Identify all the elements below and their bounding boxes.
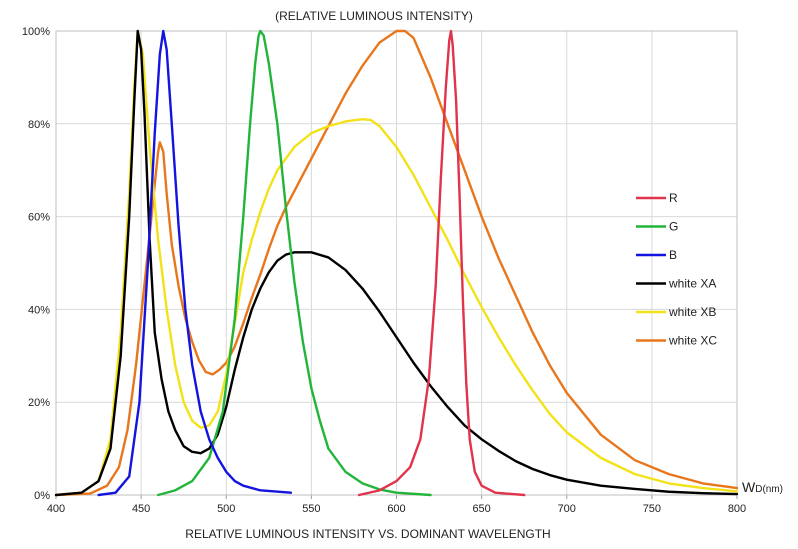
x-tick-label: 550 — [302, 503, 320, 515]
x-tick-label: 700 — [558, 503, 576, 515]
x-axis-label: RELATIVE LUMINOUS INTENSITY VS. DOMINANT… — [185, 527, 550, 541]
x-tick-label: 400 — [47, 503, 65, 515]
axes: 400 450 500 550 600 650 700 750 800 0% 20% 40% 60% 80… — [22, 26, 746, 515]
chart-title: (RELATIVE LUMINOUS INTENSITY) — [275, 9, 473, 23]
x-tick-label: 800 — [728, 503, 746, 515]
y-tick-label: 80% — [28, 119, 50, 131]
x-tick-label: 450 — [132, 503, 150, 515]
y-tick-label: 0% — [34, 490, 50, 502]
x-axis-unit-main: W — [742, 479, 756, 495]
legend-label-white-xa: white XA — [668, 277, 716, 291]
series-line-white-xa — [54, 29, 739, 497]
y-tick-label: 20% — [28, 397, 50, 409]
x-axis-unit: WD(nm) — [742, 479, 783, 495]
series-line-r — [357, 29, 526, 497]
y-tick-label: 60% — [28, 212, 50, 224]
series-lines — [54, 29, 739, 497]
series-line-g — [156, 29, 432, 497]
grid — [55, 30, 738, 496]
legend-label-white-xb: white XB — [668, 305, 716, 319]
legend-label-g: G — [669, 220, 678, 234]
series-line-b — [97, 29, 293, 497]
series-line-white-xc — [54, 29, 739, 497]
x-axis-unit-sub: D(nm) — [755, 484, 783, 495]
x-tick-label: 500 — [217, 503, 235, 515]
y-tick-label: 100% — [22, 26, 50, 38]
x-tick-label: 750 — [643, 503, 661, 515]
legend-label-r: R — [669, 191, 678, 205]
legend-label-b: B — [669, 248, 677, 262]
x-tick-label: 600 — [387, 503, 405, 515]
legend-label-white-xc: white XC — [668, 334, 717, 348]
y-tick-label: 40% — [28, 304, 50, 316]
x-tick-label: 650 — [472, 503, 490, 515]
